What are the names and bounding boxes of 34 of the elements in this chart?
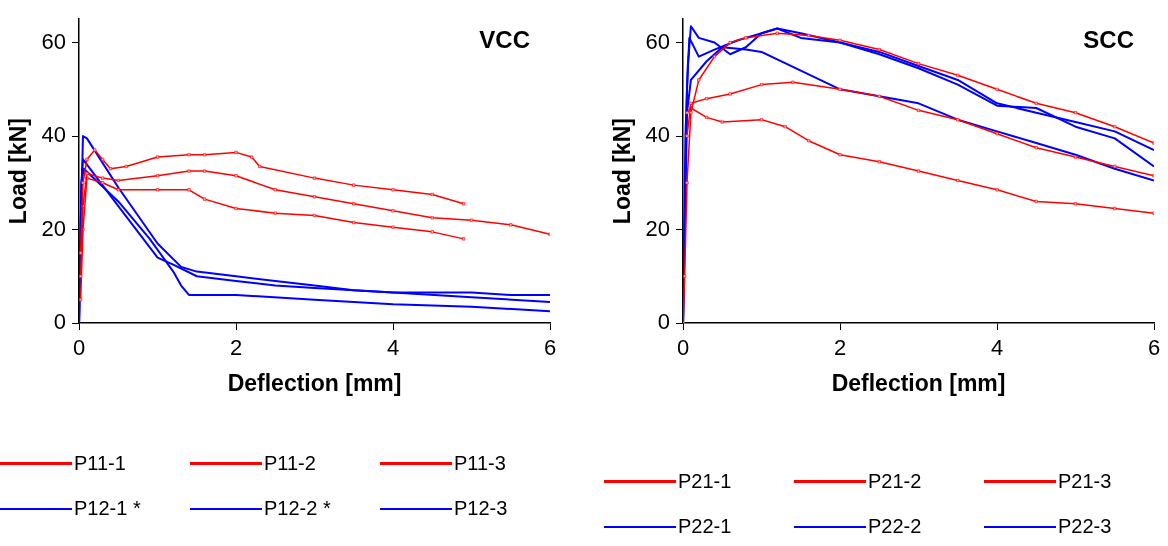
legend-label: P22-1 bbox=[678, 515, 732, 538]
y-tick-label: 60 bbox=[645, 28, 671, 54]
x-tick-label: 4 bbox=[386, 335, 400, 361]
legend-label: P21-3 bbox=[1058, 470, 1112, 493]
legend-label: P22-3 bbox=[1058, 515, 1112, 538]
y-tick-label: 0 bbox=[53, 309, 67, 335]
x-tick-label: 0 bbox=[72, 335, 86, 361]
legend-label: P12-1 * bbox=[74, 497, 141, 520]
x-tick-label: 2 bbox=[833, 335, 847, 361]
y-axis-title: Load [kN] bbox=[5, 118, 32, 225]
chart-title: VCC bbox=[479, 25, 530, 53]
legend-label: P21-1 bbox=[678, 470, 732, 493]
x-tick-label: 6 bbox=[543, 335, 557, 361]
y-tick-label: 40 bbox=[645, 122, 671, 148]
x-axis-title: Deflection [mm] bbox=[831, 369, 1006, 396]
x-axis-title: Deflection [mm] bbox=[227, 369, 402, 396]
legend-label: P22-2 bbox=[868, 515, 922, 538]
y-tick-label: 20 bbox=[41, 215, 67, 241]
y-tick-label: 0 bbox=[657, 309, 671, 335]
y-axis-title: Load [kN] bbox=[609, 118, 636, 225]
chart-title: SCC bbox=[1083, 25, 1134, 53]
x-tick-label: 0 bbox=[676, 335, 690, 361]
x-tick-label: 4 bbox=[990, 335, 1004, 361]
x-tick-label: 6 bbox=[1147, 335, 1161, 361]
legend-label: P11-3 bbox=[454, 452, 506, 475]
y-tick-label: 40 bbox=[41, 122, 67, 148]
y-tick-label: 60 bbox=[41, 28, 67, 54]
legend-label: P12-3 bbox=[454, 497, 508, 520]
legend-label: P12-2 * bbox=[264, 497, 331, 520]
legend-label: P11-1 bbox=[74, 452, 126, 475]
y-tick-label: 20 bbox=[645, 215, 671, 241]
legend-label: P11-2 bbox=[264, 452, 316, 475]
x-tick-label: 2 bbox=[229, 335, 243, 361]
legend-label: P21-2 bbox=[868, 470, 922, 493]
